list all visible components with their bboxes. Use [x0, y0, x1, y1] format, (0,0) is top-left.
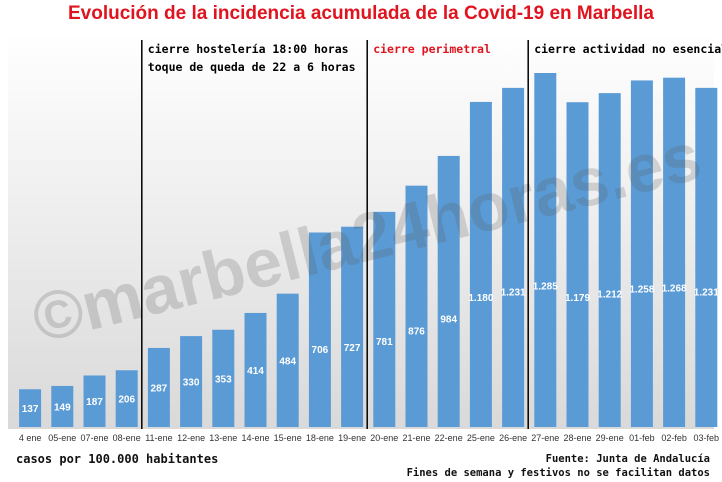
- source-text: Fuente: Junta de Andalucía: [545, 453, 710, 465]
- data-label: 1.231: [694, 287, 719, 298]
- data-label: 187: [86, 397, 103, 408]
- event-label: toque de queda de 22 a 6 horas: [148, 60, 356, 74]
- bar-22-ene: [437, 155, 460, 428]
- units-note: casos por 100.000 habitantes: [16, 452, 219, 466]
- data-label: 727: [344, 343, 361, 354]
- data-label: 206: [118, 395, 135, 406]
- x-tick-label: 25-ene: [467, 433, 495, 443]
- bar-05-ene: [51, 385, 74, 427]
- bar-21-ene: [405, 185, 428, 427]
- data-label: 414: [247, 366, 264, 377]
- bar-08-ene: [115, 370, 138, 427]
- chart-title: Evolución de la incidencia acumulada de …: [67, 3, 654, 24]
- bar-29-ene: [598, 93, 621, 427]
- data-label: 330: [183, 378, 200, 389]
- data-label: 1.268: [662, 283, 687, 294]
- bar-18-ene: [308, 232, 331, 427]
- data-label: 876: [408, 326, 425, 337]
- data-label: 1.212: [597, 289, 622, 300]
- x-tick-label: 01-feb: [629, 433, 655, 443]
- x-tick-label: 13-ene: [209, 433, 237, 443]
- data-label: 1.179: [565, 293, 590, 304]
- data-label: 1.231: [501, 287, 526, 298]
- x-tick-label: 20-ene: [370, 433, 398, 443]
- bar-15-ene: [276, 293, 299, 427]
- bar-27-ene: [534, 73, 557, 427]
- x-tick-label: 11-ene: [145, 433, 172, 443]
- data-label: 149: [54, 402, 71, 413]
- x-tick-label: 07-ene: [80, 433, 108, 443]
- bar-01-feb: [630, 80, 653, 427]
- source-block: Fuente: Junta de Andalucía Fines de sema…: [407, 452, 710, 480]
- event-label: cierre actividad no esencial: [534, 42, 722, 56]
- x-tick-label: 27-ene: [531, 433, 559, 443]
- x-tick-label: 29-ene: [596, 433, 624, 443]
- x-tick-label: 18-ene: [306, 433, 334, 443]
- x-tick-label: 26-ene: [499, 433, 527, 443]
- bar-4-ene: [19, 389, 42, 427]
- x-tick-label: 19-ene: [338, 433, 366, 443]
- bar-20-ene: [373, 211, 396, 427]
- x-tick-label: 12-ene: [177, 433, 205, 443]
- data-label: 137: [22, 404, 39, 415]
- x-tick-label: 03-feb: [694, 433, 720, 443]
- bar-13-ene: [212, 329, 235, 427]
- x-tick-label: 4 ene: [19, 433, 42, 443]
- x-tick-label: 14-ene: [241, 433, 269, 443]
- bar-19-ene: [341, 226, 364, 427]
- data-label: 287: [151, 383, 168, 394]
- data-note: Fines de semana y festivos no se facilit…: [406, 467, 710, 479]
- x-tick-label: 21-ene: [402, 433, 430, 443]
- x-tick-label: 05-ene: [48, 433, 76, 443]
- x-tick-label: 15-ene: [274, 433, 302, 443]
- data-label: 484: [279, 356, 296, 367]
- data-label: 706: [312, 345, 329, 356]
- data-label: 1.285: [533, 281, 558, 292]
- event-label: cierre hostelería 18:00 horas: [148, 42, 349, 56]
- event-label: cierre perimetral: [373, 42, 491, 56]
- data-label: 984: [440, 315, 457, 326]
- data-label: 353: [215, 374, 232, 385]
- x-tick-label: 28-ene: [563, 433, 591, 443]
- bar-28-ene: [566, 102, 589, 428]
- data-label: 1.258: [629, 284, 654, 295]
- bar-25-ene: [469, 101, 492, 427]
- data-label: 781: [376, 337, 393, 348]
- x-tick-label: 08-ene: [113, 433, 141, 443]
- x-tick-label: 22-ene: [435, 433, 463, 443]
- bar-11-ene: [147, 347, 170, 427]
- data-label: 1.180: [468, 293, 493, 304]
- bar-07-ene: [83, 375, 106, 427]
- bar-02-feb: [663, 77, 686, 428]
- bar-03-feb: [695, 87, 718, 427]
- bar-12-ene: [180, 336, 203, 427]
- x-tick-label: 02-feb: [661, 433, 687, 443]
- bar-14-ene: [244, 312, 267, 427]
- bar-26-ene: [502, 87, 525, 427]
